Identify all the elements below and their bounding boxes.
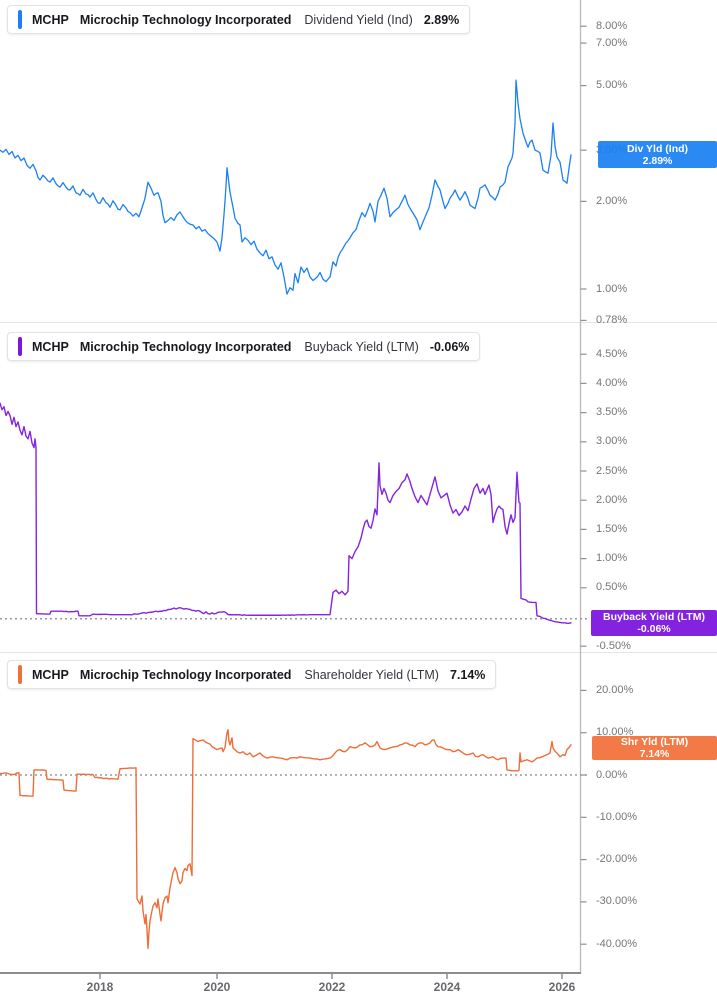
y-axis-tick-label: 4.50%: [596, 347, 628, 360]
metric-value: 2.89%: [423, 12, 460, 27]
x-axis-year-label: 2018: [86, 980, 114, 994]
y-axis-tick-label: 7.00%: [596, 36, 628, 49]
ticker-symbol: MCHP: [32, 12, 69, 27]
company-name: Microchip Technology Incorporated: [79, 667, 292, 682]
x-axis-year-label: 2022: [318, 980, 346, 994]
y-axis-tick-label: 5.00%: [596, 79, 628, 92]
metric-value: -0.06%: [429, 339, 470, 354]
series-line: [0, 402, 572, 625]
y-axis-tick-label: 3.00%: [596, 435, 628, 448]
series-color-bar: [18, 665, 22, 684]
company-name: Microchip Technology Incorporated: [79, 339, 292, 354]
metric-name: Buyback Yield (LTM): [304, 339, 419, 354]
series-line: [0, 79, 572, 295]
metric-name: Shareholder Yield (LTM): [304, 667, 439, 682]
y-axis-tick-label: 2.50%: [596, 464, 628, 477]
y-axis-tick-label: -40.00%: [596, 937, 637, 950]
x-axis-year-label: 2020: [203, 980, 231, 994]
y-axis-tick-label: 8.00%: [596, 19, 628, 32]
shareholder-yield-last-value-badge: Shr Yld (LTM) 7.14%: [592, 736, 717, 760]
y-axis-tick-label: -20.00%: [596, 853, 637, 866]
x-axis-year-label: 2024: [433, 980, 461, 994]
shareholder-yield-plot-area[interactable]: [0, 653, 580, 973]
y-axis-tick-label: -30.00%: [596, 895, 637, 908]
dividend-yield-plot-area[interactable]: [0, 0, 580, 322]
y-axis-tick-label: 10.00%: [596, 726, 634, 739]
y-axis-tick-label: -0.50%: [596, 639, 631, 652]
buyback-yield-series-header[interactable]: MCHP Microchip Technology Incorporated B…: [7, 332, 481, 361]
y-axis-tick-label: 2.00%: [596, 493, 628, 506]
series-color-bar: [18, 10, 22, 29]
buyback-yield-last-value-badge: Buyback Yield (LTM) -0.06%: [591, 610, 717, 636]
y-axis-tick-label: 2.00%: [596, 194, 628, 207]
badge-value: -0.06%: [637, 623, 671, 635]
y-axis-tick-label: -10.00%: [596, 810, 637, 823]
dividend-yield-series-header[interactable]: MCHP Microchip Technology Incorporated D…: [7, 5, 471, 34]
y-axis-tick-label: 0.50%: [596, 581, 628, 594]
badge-label: Shr Yld (LTM): [620, 736, 689, 748]
dividend-yield-last-value-badge: Div Yld (Ind) 2.89%: [598, 141, 717, 168]
badge-label: Buyback Yield (LTM): [603, 611, 705, 623]
series-line: [0, 729, 572, 950]
badge-label: Div Yld (Ind): [626, 142, 689, 155]
y-axis-tick-label: 0.78%: [596, 313, 628, 326]
company-name: Microchip Technology Incorporated: [79, 12, 292, 27]
buyback-yield-plot-area[interactable]: [0, 323, 580, 652]
x-axis-year-label: 2026: [548, 980, 576, 994]
y-axis-tick-label: 1.00%: [596, 552, 628, 565]
y-axis-tick-label: 3.50%: [596, 406, 628, 419]
y-axis-tick-label: 1.00%: [596, 282, 628, 295]
y-axis-tick-label: 4.00%: [596, 376, 628, 389]
ticker-symbol: MCHP: [32, 339, 69, 354]
metric-value: 7.14%: [449, 667, 486, 682]
y-axis-tick-label: 0.00%: [596, 768, 628, 781]
badge-value: 2.89%: [642, 154, 673, 167]
metric-name: Dividend Yield (Ind): [304, 12, 413, 27]
badge-value: 7.14%: [639, 748, 670, 760]
series-color-bar: [18, 337, 22, 356]
ticker-symbol: MCHP: [32, 667, 69, 682]
y-axis-tick-label: 1.50%: [596, 522, 628, 535]
y-axis-tick-label: 20.00%: [596, 683, 634, 696]
shareholder-yield-series-header[interactable]: MCHP Microchip Technology Incorporated S…: [7, 660, 497, 689]
